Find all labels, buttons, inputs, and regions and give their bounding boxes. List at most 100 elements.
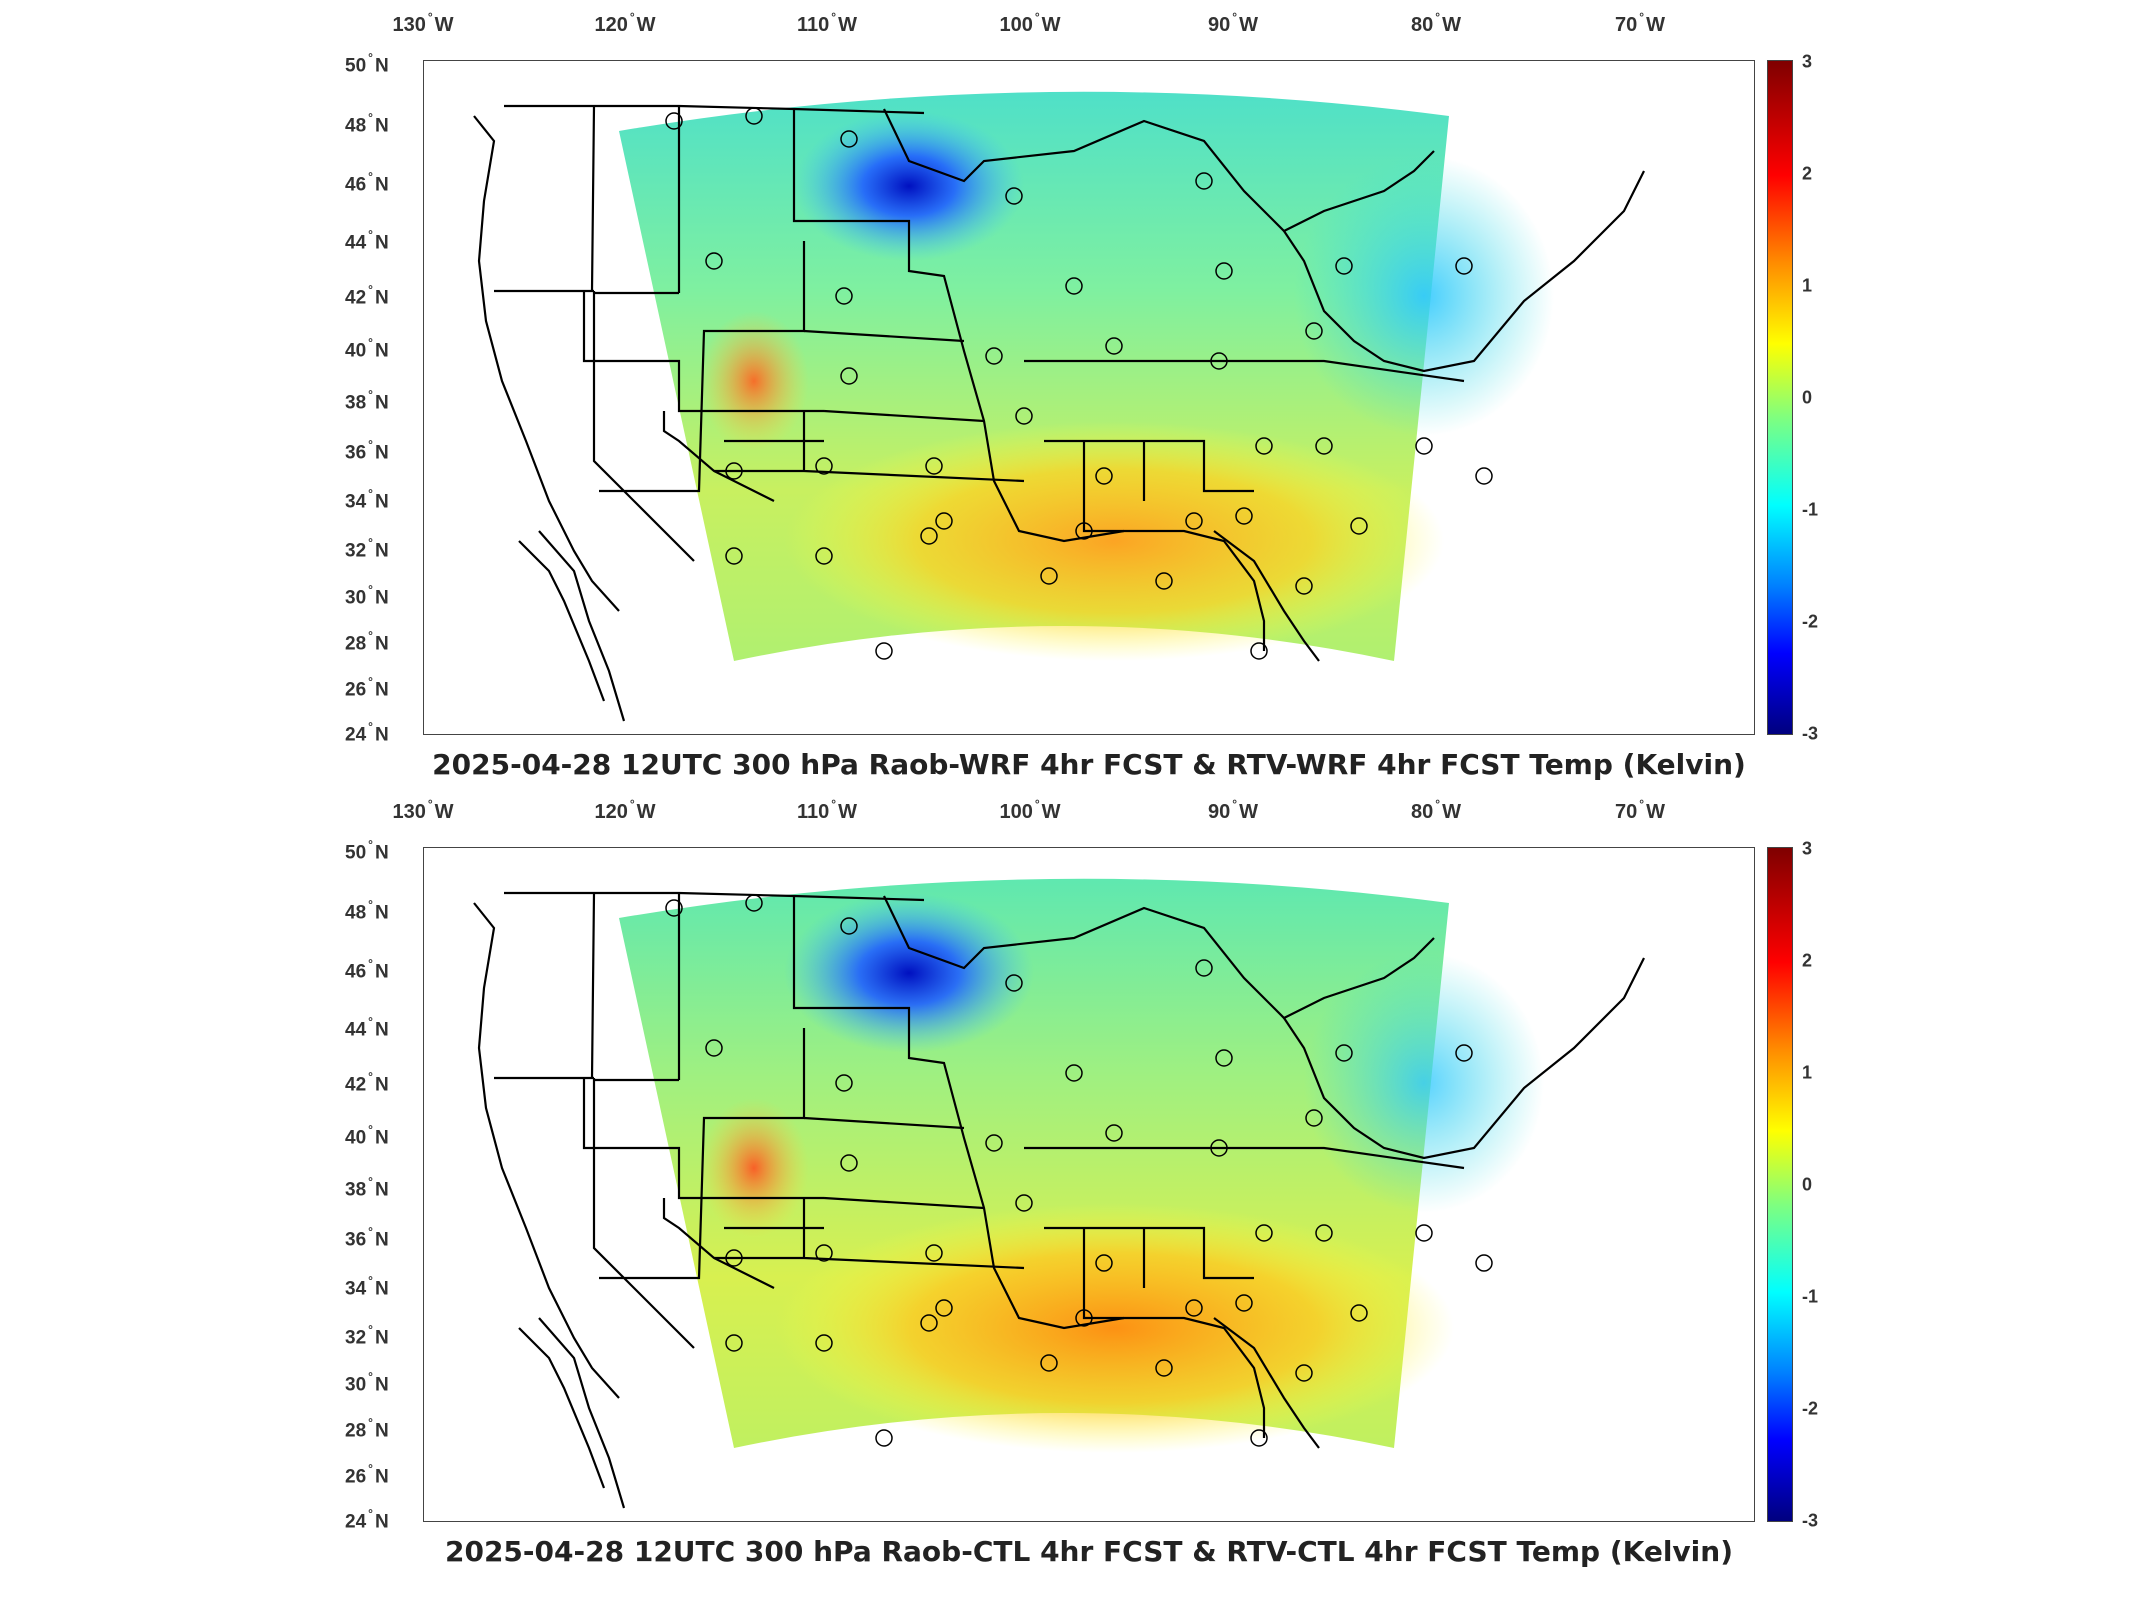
lon-label-70w: 70 ° W [1615,10,1665,36]
bottom-map-panel: 130 ° W 120 ° W 110 ° W 100 ° W 90 ° W 80 ° W 70 ° W 5… [0,787,2133,1587]
raob-station-marker [1195,959,1213,977]
colorbar-tick: 0 [1802,1174,1813,1195]
lat-label-40n: 40 ° N [345,1122,389,1149]
colorbar-tick: 3 [1802,838,1813,859]
plains-states [714,1116,1025,1270]
temperature-difference-map [473,91,1645,722]
raob-station-marker [1210,352,1228,370]
raob-station-marker [1075,1309,1093,1327]
raob-station-marker [1005,187,1023,205]
colorbar-tick: 3 [1802,51,1813,72]
raob-station-marker [1315,1224,1333,1242]
lat-label-46n: 46 ° N [345,956,389,983]
raob-station-marker [1015,407,1033,425]
panel-title: 2025-04-28 12UTC 300 hPa Raob-WRF 4hr FC… [432,748,1746,781]
raob-station-marker [1210,1139,1228,1157]
lat-label-34n: 34 ° N [345,1273,389,1300]
lat-label-24n: 24 ° N [345,1506,389,1533]
warm-anomaly-gulf [784,421,1444,661]
panel-title: 2025-04-28 12UTC 300 hPa Raob-CTL 4hr FC… [444,1535,1733,1568]
colorbar [1767,847,1793,1522]
lon-label-80w: 80 ° W [1411,797,1461,823]
colorbar-tick: -1 [1802,1286,1819,1307]
raob-station-marker [705,1039,723,1057]
cool-anomaly-northeast [1294,156,1554,436]
southeastern-states [1024,1146,1465,1320]
lon-label-120w: 120 ° W [594,797,656,823]
lat-label-36n: 36 ° N [345,1224,389,1251]
raob-station-marker [835,1074,853,1092]
lat-label-40n: 40 ° N [345,335,389,362]
raob-station-marker [1455,257,1473,275]
raob-station-marker [1105,1124,1123,1142]
lat-label-26n: 26 ° N [345,1461,389,1488]
lat-label-32n: 32 ° N [345,535,389,562]
raob-station-marker [875,642,893,660]
boundaries [473,104,1645,722]
boundaries [473,891,1645,1509]
raob-station-marker [1295,577,1313,595]
central-states [792,109,1266,651]
raob-station-marker [925,1244,943,1262]
colorbar-tick: -1 [1802,499,1819,520]
western-states [494,105,824,562]
lon-label-90w: 90 ° W [1208,797,1258,823]
raob-station-marker [815,547,833,565]
lat-label-28n: 28 ° N [345,1415,389,1442]
western-states [494,892,824,1349]
colorbar-tick: 1 [1802,1062,1813,1083]
raob-station-marker [1005,974,1023,992]
raob-station-marker [725,462,743,480]
map-frame [423,847,1755,1522]
lat-label-44n: 44 ° N [345,1014,389,1041]
raob-station-marker [1095,1254,1113,1272]
lon-label-130w: 130 ° W [392,797,454,823]
raob-station-marker [1155,1359,1173,1377]
raob-station-marker [835,287,853,305]
raob-station-marker [815,1244,833,1262]
lon-label-80w: 80 ° W [1411,10,1461,36]
raob-station-marker [1305,1109,1323,1127]
raob-station-marker [725,547,743,565]
central-states [792,896,1266,1438]
raob-station-marker [1065,1064,1083,1082]
lat-label-50n: 50 ° N [345,50,389,77]
raob-station-marker [985,347,1003,365]
colorbar-tick: 2 [1802,950,1813,971]
lon-label-120w: 120 ° W [594,10,656,36]
raob-station-marker [840,130,858,148]
baja-outline [518,1317,626,1509]
lon-label-100w: 100 ° W [999,797,1061,823]
great-lakes-border [883,895,1435,1020]
raob-station-marker [1235,507,1253,525]
temperature-difference-map [473,878,1645,1509]
raob-station-marker [1250,1429,1268,1447]
raob-station-marker [1255,437,1273,455]
raob-station-marker [745,107,763,125]
colorbar-tick: 0 [1802,387,1813,408]
raob-station-marker [985,1134,1003,1152]
lat-label-42n: 42 ° N [345,1069,389,1096]
raob-station-marker [1335,257,1353,275]
lat-label-46n: 46 ° N [345,169,389,196]
map-frame [423,60,1755,735]
raob-station-marker [725,1334,743,1352]
raob-station-marker [1215,1049,1233,1067]
lat-label-44n: 44 ° N [345,227,389,254]
raob-station-marker [1235,1294,1253,1312]
raob-station-marker [1195,172,1213,190]
lat-label-30n: 30 ° N [345,1369,389,1396]
southeastern-states [1024,359,1465,533]
raob-station-marker [1350,517,1368,535]
west-coastline [473,902,620,1399]
raob-station-marker [1095,467,1113,485]
raob-station-marker [1295,1364,1313,1382]
raob-station-marker [920,527,938,545]
raob-station-marker [815,457,833,475]
colorbar-tick: 1 [1802,275,1813,296]
raob-station-marker [1040,567,1058,585]
raob-station-marker [1185,512,1203,530]
cool-anomaly-northeast [1304,953,1544,1213]
raob-station-marker [665,112,683,130]
raob-station-marker [920,1314,938,1332]
